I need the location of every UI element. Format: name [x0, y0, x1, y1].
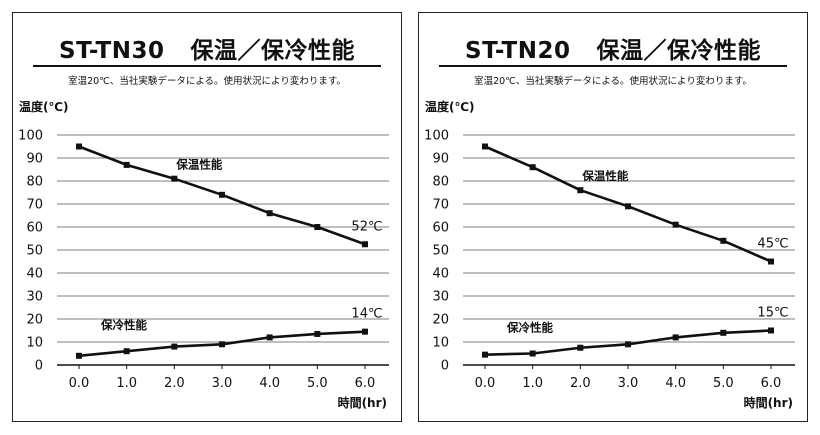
y-tick-label: 0: [35, 359, 43, 374]
data-point: [362, 328, 368, 335]
y-tick-label: 40: [432, 267, 449, 282]
chart-subtitle: 保温／保冷性能: [596, 38, 761, 64]
data-point: [266, 334, 273, 341]
x-tick-label: 0.0: [69, 376, 90, 391]
test-condition-note: 室温20℃、当社実験データによる。使用状況により変わります。: [68, 76, 346, 87]
y-tick-label: 30: [432, 290, 449, 305]
x-tick-label: 5.0: [713, 376, 734, 391]
data-point: [720, 237, 727, 244]
x-tick-label: 4.0: [259, 376, 280, 391]
data-point: [529, 164, 536, 171]
x-tick-label: 6.0: [761, 376, 782, 391]
data-point: [672, 221, 679, 228]
data-point: [123, 161, 130, 168]
y-tick-label: 70: [432, 198, 449, 213]
x-tick-label: 2.0: [164, 376, 185, 391]
x-axis-label: 時間(hr): [744, 395, 793, 410]
data-point: [123, 348, 130, 355]
line-chart: 温度(℃) 0 10 20 30 40 50 60 70 80 90 100 0.0 1.0 2.0 3.0 4…: [424, 99, 795, 410]
y-tick-label: 40: [26, 267, 43, 282]
y-tick-label: 60: [432, 221, 449, 236]
x-tick-label: 3.0: [618, 376, 639, 391]
data-point: [362, 241, 368, 248]
y-tick-label: 50: [432, 244, 449, 259]
data-point: [219, 191, 225, 198]
chart-title: ST-TN20 保温／保冷性能: [419, 31, 807, 65]
model-name: ST-TN30: [59, 38, 165, 64]
x-tick-label: 2.0: [570, 376, 591, 391]
title-underline: [33, 65, 381, 67]
data-point: [482, 351, 488, 358]
data-point: [314, 330, 321, 337]
y-tick-label: 20: [432, 313, 449, 328]
y-axis-label: 温度(℃): [425, 99, 475, 114]
data-point: [76, 352, 82, 359]
data-point: [219, 341, 225, 348]
y-tick-label: 100: [424, 129, 449, 144]
end-value-label: 15℃: [757, 306, 788, 321]
test-condition-note: 室温20℃、当社実験データによる。使用状況により変わります。: [474, 76, 752, 87]
series-name-label: 保温性能: [175, 158, 222, 172]
data-point: [625, 341, 631, 348]
y-tick-label: 10: [432, 336, 449, 351]
x-tick-label: 5.0: [307, 376, 328, 391]
series-name-label: 保温性能: [581, 169, 628, 183]
model-name: ST-TN20: [465, 38, 571, 64]
x-tick-label: 1.0: [522, 376, 543, 391]
chart-panel-st-tn30: ST-TN30 保温／保冷性能 室温20℃、当社実験データによる。使用状況により変…: [12, 12, 402, 422]
title-underline: [439, 65, 787, 67]
y-tick-label: 20: [26, 313, 43, 328]
y-tick-label: 50: [26, 244, 43, 259]
end-value-label: 52℃: [351, 219, 382, 234]
data-point: [482, 143, 488, 150]
chart-panel-st-tn20: ST-TN20 保温／保冷性能 室温20℃、当社実験データによる。使用状況により変…: [418, 12, 808, 422]
y-tick-label: 100: [18, 129, 43, 144]
data-point: [171, 343, 178, 350]
x-tick-label: 0.0: [475, 376, 496, 391]
series-name-label: 保冷性能: [506, 321, 553, 335]
y-tick-label: 10: [26, 336, 43, 351]
data-point: [76, 143, 82, 150]
y-tick-label: 90: [432, 152, 449, 167]
data-point: [314, 224, 321, 230]
data-point: [768, 258, 774, 265]
y-axis-label: 温度(℃): [19, 99, 69, 114]
x-tick-label: 3.0: [212, 376, 233, 391]
line-chart: 温度(℃) 0 10 20 30 40 50 60 70 80 90 100 0.0 1.0 2.0 3.0 4…: [18, 99, 389, 410]
y-tick-label: 30: [26, 290, 43, 305]
series-name-label: 保冷性能: [100, 318, 147, 332]
y-tick-label: 70: [26, 198, 43, 213]
data-point: [768, 327, 774, 334]
data-point: [529, 350, 536, 357]
data-point: [171, 175, 178, 182]
data-point: [577, 187, 584, 194]
data-point: [625, 203, 631, 210]
y-tick-label: 80: [26, 175, 43, 190]
end-value-label: 14℃: [351, 307, 382, 322]
data-point: [577, 344, 584, 351]
x-axis-label: 時間(hr): [338, 395, 387, 410]
x-tick-label: 1.0: [116, 376, 137, 391]
end-value-label: 45℃: [757, 237, 788, 252]
x-tick-label: 4.0: [665, 376, 686, 391]
chart-title: ST-TN30 保温／保冷性能: [13, 31, 401, 65]
y-tick-label: 60: [26, 221, 43, 236]
chart-subtitle: 保温／保冷性能: [190, 38, 355, 64]
x-tick-label: 6.0: [355, 376, 376, 391]
y-tick-label: 90: [26, 152, 43, 167]
data-point: [720, 329, 727, 336]
data-point: [266, 210, 273, 217]
y-tick-label: 0: [441, 359, 449, 374]
data-point: [672, 334, 679, 341]
y-tick-label: 80: [432, 175, 449, 190]
